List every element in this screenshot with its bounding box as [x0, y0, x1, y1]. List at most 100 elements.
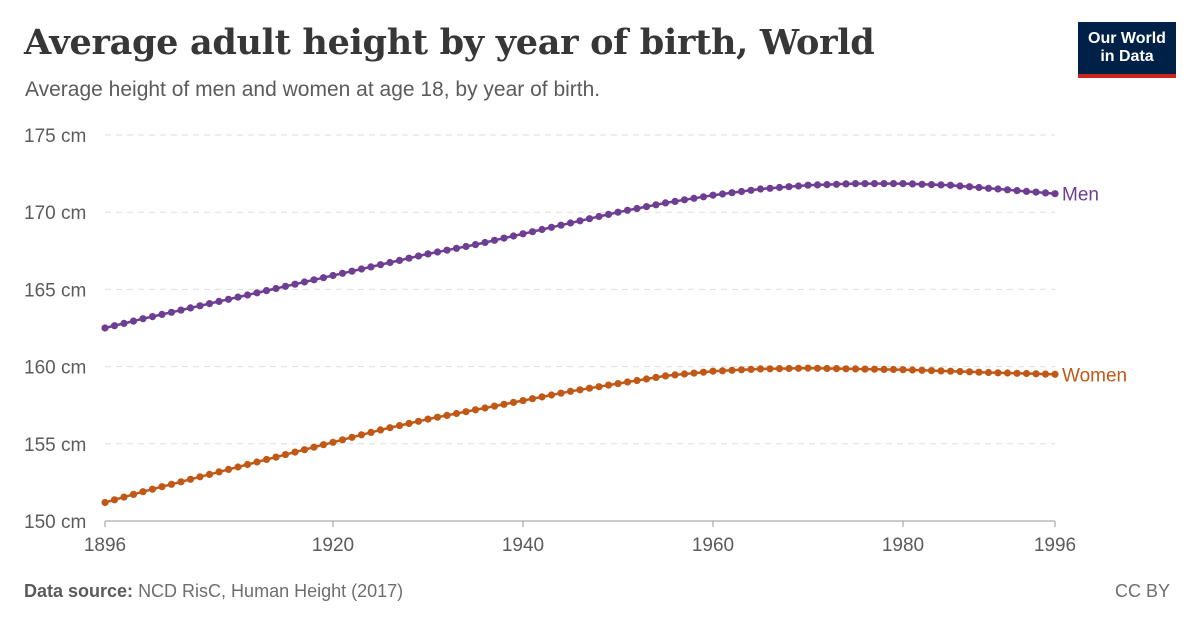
data-point-men-1915 [281, 282, 290, 290]
data-point-men-1935 [471, 241, 480, 249]
data-point-women-1910 [234, 463, 242, 471]
x-tick-label-1960: 1960 [692, 535, 734, 556]
data-point-women-1966 [766, 365, 774, 373]
data-point-men-1950 [614, 208, 622, 216]
data-point-women-1932 [443, 411, 451, 419]
data-point-women-1929 [414, 417, 423, 425]
data-point-men-1941 [528, 228, 537, 236]
data-point-women-1976 [861, 365, 869, 373]
license-link[interactable]: CC BY [1114, 581, 1170, 601]
data-point-men-1910 [234, 293, 242, 301]
data-point-men-1929 [414, 252, 423, 260]
data-point-men-1945 [566, 219, 575, 227]
data-point-women-1904 [177, 478, 185, 486]
data-point-women-1974 [842, 365, 850, 373]
data-point-women-1923 [357, 431, 366, 439]
data-point-men-1989 [984, 184, 993, 192]
data-point-women-1940 [519, 397, 527, 405]
data-point-women-1907 [205, 470, 214, 478]
y-tick-label-155: 155 cm [24, 435, 86, 456]
data-point-women-1913 [262, 455, 271, 464]
chart-subtitle: Average height of men and women at age 1… [25, 78, 601, 101]
data-point-men-1962 [728, 189, 736, 197]
data-point-women-1938 [500, 400, 508, 408]
data-point-women-1975 [851, 365, 860, 373]
data-point-women-1994 [1032, 370, 1040, 378]
data-point-men-1919 [319, 274, 328, 282]
data-point-women-1959 [699, 368, 708, 376]
data-point-women-1996 [1051, 370, 1059, 378]
data-point-women-1912 [253, 458, 261, 466]
data-point-men-1936 [481, 238, 489, 247]
data-point-men-1908 [215, 297, 223, 305]
data-point-women-1896 [101, 498, 109, 507]
data-point-women-1939 [509, 398, 518, 406]
data-point-women-1906 [196, 473, 204, 481]
data-point-women-1922 [348, 433, 356, 441]
data-point-men-1921 [338, 269, 347, 277]
data-point-women-1990 [994, 369, 1002, 377]
data-point-women-1902 [158, 483, 166, 491]
data-point-women-1968 [785, 364, 793, 373]
data-point-men-1944 [557, 221, 565, 229]
data-point-men-1975 [851, 180, 860, 188]
data-point-men-1973 [832, 180, 841, 188]
y-tick-label-160: 160 cm [24, 358, 86, 379]
data-point-men-1971 [813, 181, 822, 189]
data-point-men-1957 [680, 196, 689, 204]
series-label-women: Women [1062, 365, 1127, 386]
data-point-men-1927 [395, 256, 404, 264]
data-point-women-1961 [718, 367, 727, 375]
data-point-women-1945 [566, 387, 575, 395]
data-point-women-1928 [405, 419, 413, 427]
data-point-men-1946 [576, 217, 584, 225]
data-source-link[interactable]: NCD RisC, Human Height (2017) [138, 581, 404, 601]
data-point-men-1930 [424, 250, 432, 258]
data-point-women-1924 [367, 428, 375, 436]
data-point-women-1911 [243, 460, 252, 469]
data-point-women-1949 [604, 381, 613, 389]
data-point-men-1924 [367, 263, 375, 271]
data-point-men-1916 [291, 280, 299, 288]
data-source-label: Data source: [24, 581, 134, 601]
data-point-men-1897 [110, 322, 119, 330]
data-point-men-1931 [433, 248, 442, 256]
x-tick-label-1940: 1940 [502, 535, 544, 556]
data-point-men-1934 [462, 242, 470, 251]
x-tick-label-1980: 1980 [882, 535, 924, 556]
data-point-women-1905 [186, 475, 195, 483]
data-point-men-1978 [880, 180, 888, 188]
data-point-men-1949 [604, 210, 613, 218]
data-point-women-1969 [794, 364, 803, 372]
data-point-men-1986 [956, 182, 964, 190]
x-tick-label-1896: 1896 [84, 535, 126, 556]
data-point-men-1898 [120, 319, 128, 327]
data-point-men-1937 [490, 236, 499, 244]
data-point-men-1965 [756, 185, 765, 193]
data-point-men-1970 [804, 181, 812, 189]
data-point-men-1900 [139, 315, 147, 323]
data-point-men-1922 [348, 267, 356, 275]
data-point-women-1948 [595, 383, 603, 391]
owid-logo[interactable]: Our World in Data [1078, 22, 1176, 78]
data-point-men-1933 [452, 244, 461, 252]
data-point-men-1958 [690, 194, 698, 202]
data-point-men-1982 [918, 180, 926, 188]
data-point-men-1901 [148, 313, 157, 321]
data-point-women-1920 [329, 438, 337, 446]
y-tick-label-175: 175 cm [24, 126, 86, 147]
data-point-men-1963 [737, 187, 746, 196]
data-point-women-1956 [671, 371, 679, 379]
data-point-men-1912 [253, 289, 261, 297]
data-point-men-1977 [870, 180, 879, 188]
data-point-men-1974 [842, 180, 850, 188]
data-point-men-1954 [652, 201, 660, 209]
data-point-men-1940 [519, 230, 527, 238]
data-point-women-1960 [709, 367, 717, 375]
data-point-women-1989 [984, 368, 993, 377]
data-point-women-1957 [680, 370, 689, 378]
data-point-men-1968 [785, 183, 793, 191]
data-point-men-1920 [329, 271, 337, 280]
data-point-men-1938 [500, 234, 508, 242]
data-point-men-1993 [1022, 187, 1031, 195]
